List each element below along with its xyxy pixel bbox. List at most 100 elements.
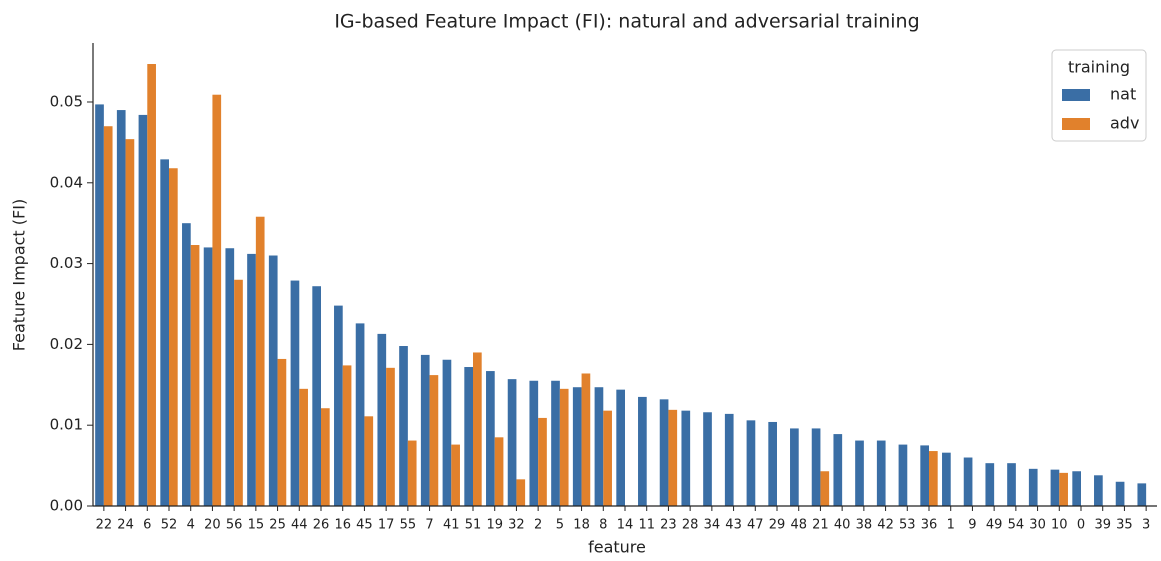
bar bbox=[312, 286, 321, 506]
x-tick-label: 56 bbox=[226, 518, 243, 533]
x-tick-label: 40 bbox=[834, 518, 851, 533]
bar bbox=[399, 346, 408, 506]
x-tick-label: 52 bbox=[161, 518, 178, 533]
bar bbox=[451, 444, 460, 506]
bar bbox=[985, 463, 995, 506]
bar bbox=[299, 388, 308, 506]
x-tick-label: 38 bbox=[856, 518, 873, 533]
bar bbox=[355, 323, 365, 506]
bar bbox=[386, 367, 395, 506]
chart-title: IG-based Feature Impact (FI): natural an… bbox=[334, 11, 919, 33]
bar bbox=[963, 457, 973, 506]
bar bbox=[929, 451, 938, 506]
x-tick-label: 34 bbox=[704, 518, 721, 533]
x-tick-label: 0 bbox=[1077, 518, 1085, 533]
bar bbox=[820, 471, 830, 506]
bar bbox=[234, 279, 243, 506]
x-tick-label: 19 bbox=[486, 518, 503, 533]
x-tick-label: 18 bbox=[573, 518, 590, 533]
bar bbox=[407, 440, 417, 506]
bar bbox=[898, 444, 908, 506]
bar bbox=[1050, 469, 1060, 506]
bar bbox=[1028, 468, 1038, 506]
x-tick-label: 41 bbox=[443, 518, 460, 533]
x-tick-label: 23 bbox=[660, 518, 677, 533]
x-tick-label: 25 bbox=[269, 518, 286, 533]
bar bbox=[681, 410, 691, 506]
x-tick-label: 42 bbox=[877, 518, 894, 533]
bar bbox=[833, 434, 843, 506]
x-tick-label: 7 bbox=[425, 518, 433, 533]
bar bbox=[464, 367, 473, 506]
bar bbox=[572, 387, 582, 506]
bar bbox=[182, 223, 191, 506]
bar bbox=[268, 255, 278, 506]
x-tick-label: 39 bbox=[1094, 518, 1111, 533]
x-tick-label: 55 bbox=[400, 518, 417, 533]
bar bbox=[659, 399, 669, 506]
x-tick-label: 8 bbox=[599, 518, 607, 533]
bar bbox=[203, 247, 213, 506]
bar bbox=[529, 380, 539, 506]
bar bbox=[559, 388, 569, 506]
x-tick-label: 35 bbox=[1116, 518, 1133, 533]
bar bbox=[255, 216, 265, 506]
x-tick-label: 53 bbox=[899, 518, 916, 533]
bar bbox=[1007, 463, 1016, 506]
legend-label: adv bbox=[1110, 114, 1139, 133]
bar bbox=[321, 408, 330, 506]
x-tick-label: 21 bbox=[812, 518, 829, 533]
bar bbox=[516, 479, 526, 506]
x-tick-label: 22 bbox=[96, 518, 113, 533]
x-tick-label: 30 bbox=[1029, 518, 1046, 533]
bar bbox=[703, 412, 712, 506]
y-tick-label: 0.04 bbox=[50, 173, 83, 191]
bar bbox=[95, 104, 104, 506]
bar bbox=[125, 139, 135, 506]
x-tick-label: 5 bbox=[556, 518, 564, 533]
bar bbox=[442, 359, 452, 506]
bar bbox=[277, 358, 287, 506]
x-tick-label: 3 bbox=[1142, 518, 1150, 533]
x-tick-label: 47 bbox=[747, 518, 764, 533]
legend-swatch bbox=[1062, 118, 1090, 130]
bar bbox=[377, 333, 387, 506]
bar bbox=[920, 445, 929, 506]
legend-label: nat bbox=[1110, 85, 1136, 104]
bar bbox=[103, 126, 113, 507]
x-tick-label: 11 bbox=[638, 518, 655, 533]
y-tick-label: 0.05 bbox=[50, 92, 83, 110]
x-tick-label: 2 bbox=[534, 518, 542, 533]
bar bbox=[160, 159, 169, 506]
bar bbox=[507, 379, 517, 506]
bar bbox=[538, 417, 547, 506]
x-tick-label: 14 bbox=[617, 518, 634, 533]
bar bbox=[1115, 481, 1125, 506]
x-tick-label: 45 bbox=[356, 518, 373, 533]
bar bbox=[420, 354, 430, 506]
bar bbox=[473, 352, 482, 506]
x-tick-label: 20 bbox=[204, 518, 221, 533]
x-axis-label: feature bbox=[588, 538, 646, 557]
bar bbox=[768, 421, 777, 506]
legend-swatch bbox=[1062, 89, 1090, 101]
bar bbox=[116, 110, 126, 506]
x-tick-label: 28 bbox=[682, 518, 699, 533]
bar bbox=[668, 409, 678, 506]
x-tick-label: 4 bbox=[187, 518, 195, 533]
bar bbox=[1094, 475, 1103, 506]
x-tick-label: 1 bbox=[947, 518, 955, 533]
x-tick-label: 26 bbox=[313, 518, 330, 533]
y-axis-label: Feature Impact (FI) bbox=[10, 199, 29, 351]
bar bbox=[147, 64, 156, 506]
x-tick-label: 43 bbox=[725, 518, 742, 533]
y-tick-label: 0.01 bbox=[50, 416, 83, 434]
x-tick-label: 54 bbox=[1008, 518, 1025, 533]
bar bbox=[594, 387, 604, 506]
bar bbox=[1072, 471, 1081, 506]
bar bbox=[638, 396, 647, 506]
x-tick-label: 32 bbox=[508, 518, 525, 533]
bar bbox=[942, 452, 951, 506]
bar bbox=[1059, 472, 1068, 506]
